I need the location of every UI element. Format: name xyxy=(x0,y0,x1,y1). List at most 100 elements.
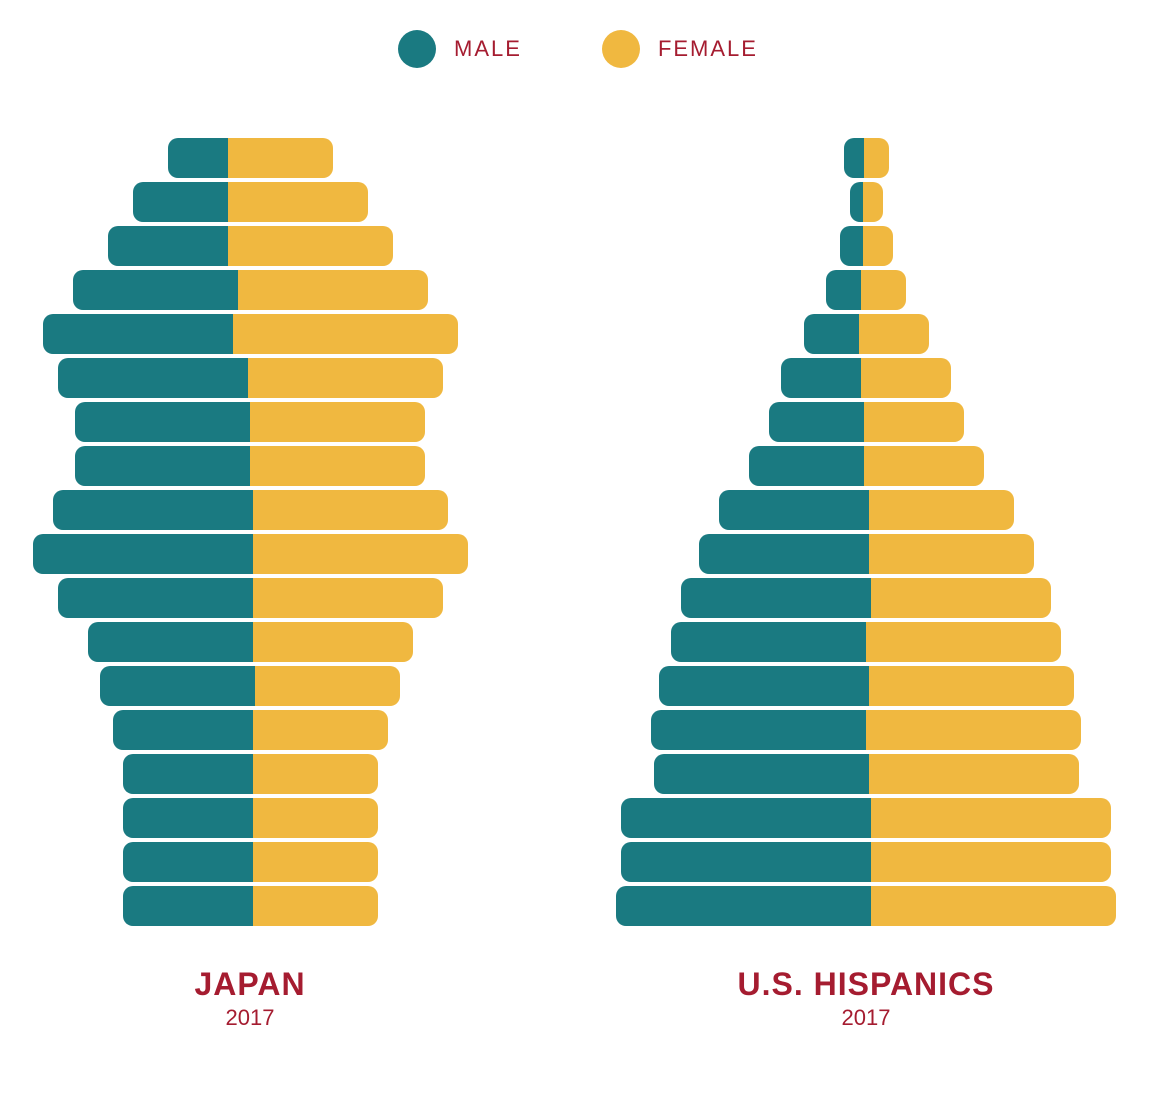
bar-female xyxy=(238,270,428,310)
pyramid-row xyxy=(606,490,1126,530)
bar-male xyxy=(651,710,866,750)
bar-female xyxy=(864,402,964,442)
bar-male xyxy=(749,446,864,486)
chart-title-sub: 2017 xyxy=(738,1005,995,1031)
legend: MALE FEMALE xyxy=(0,0,1156,108)
bar-male xyxy=(75,402,250,442)
chart-title-sub: 2017 xyxy=(194,1005,305,1031)
bar-female xyxy=(859,314,929,354)
bar-male xyxy=(58,358,248,398)
chart-title-1: U.S. HISPANICS2017 xyxy=(738,966,995,1031)
pyramid-row xyxy=(606,138,1126,178)
pyramid-row xyxy=(606,842,1126,882)
bar-female xyxy=(869,534,1034,574)
bar-male xyxy=(699,534,869,574)
bar-male xyxy=(73,270,238,310)
pyramid-row xyxy=(30,798,470,838)
pyramid-row xyxy=(30,842,470,882)
chart-title-main: U.S. HISPANICS xyxy=(738,966,995,1003)
bar-male xyxy=(168,138,228,178)
pyramid-row xyxy=(30,182,470,222)
bar-male xyxy=(123,754,253,794)
bar-male xyxy=(113,710,253,750)
bar-female xyxy=(864,446,984,486)
bar-male xyxy=(108,226,228,266)
bar-female xyxy=(253,534,468,574)
bar-female xyxy=(248,358,443,398)
pyramid-row xyxy=(30,666,470,706)
pyramid-row xyxy=(30,710,470,750)
bar-female xyxy=(253,842,378,882)
pyramid-row xyxy=(606,226,1126,266)
pyramid-bars-1 xyxy=(606,138,1126,926)
bar-male xyxy=(844,138,864,178)
pyramid-row xyxy=(606,886,1126,926)
charts-container: JAPAN2017U.S. HISPANICS2017 xyxy=(0,138,1156,1031)
bar-female xyxy=(861,358,951,398)
bar-male xyxy=(781,358,861,398)
chart-title-0: JAPAN2017 xyxy=(194,966,305,1031)
bar-male xyxy=(100,666,255,706)
bar-female xyxy=(228,182,368,222)
pyramid-row xyxy=(606,666,1126,706)
pyramid-row xyxy=(30,402,470,442)
bar-male xyxy=(123,798,253,838)
bar-male xyxy=(850,182,863,222)
bar-female xyxy=(228,226,393,266)
bar-female xyxy=(864,138,889,178)
bar-female xyxy=(871,798,1111,838)
pyramid-row xyxy=(30,490,470,530)
legend-label-female: FEMALE xyxy=(658,36,758,62)
bar-male xyxy=(43,314,233,354)
bar-male xyxy=(621,842,871,882)
bar-male xyxy=(671,622,866,662)
bar-male xyxy=(123,842,253,882)
pyramid-row xyxy=(606,754,1126,794)
bar-female xyxy=(250,446,425,486)
bar-male xyxy=(133,182,228,222)
pyramid-row xyxy=(30,578,470,618)
pyramid-row xyxy=(30,138,470,178)
bar-female xyxy=(869,490,1014,530)
bar-male xyxy=(769,402,864,442)
pyramid-row xyxy=(30,622,470,662)
bar-female xyxy=(255,666,400,706)
bar-female xyxy=(863,182,883,222)
bar-female xyxy=(869,754,1079,794)
bar-female xyxy=(871,886,1116,926)
bar-male xyxy=(654,754,869,794)
pyramid-row xyxy=(606,534,1126,574)
bar-male xyxy=(58,578,253,618)
bar-female xyxy=(253,490,448,530)
pyramid-row xyxy=(606,622,1126,662)
legend-dot-female xyxy=(602,30,640,68)
bar-male xyxy=(719,490,869,530)
pyramid-row xyxy=(606,446,1126,486)
chart-title-main: JAPAN xyxy=(194,966,305,1003)
pyramid-row xyxy=(30,226,470,266)
bar-female xyxy=(866,710,1081,750)
pyramid-row xyxy=(30,886,470,926)
bar-female xyxy=(871,578,1051,618)
legend-item-male: MALE xyxy=(398,30,522,68)
bar-male xyxy=(804,314,859,354)
pyramid-0: JAPAN2017 xyxy=(30,138,470,1031)
bar-female xyxy=(253,578,443,618)
bar-male xyxy=(123,886,253,926)
pyramid-bars-0 xyxy=(30,138,470,926)
bar-female xyxy=(253,710,388,750)
pyramid-row xyxy=(30,446,470,486)
pyramid-row xyxy=(606,270,1126,310)
bar-female xyxy=(253,886,378,926)
bar-male xyxy=(681,578,871,618)
bar-female xyxy=(871,842,1111,882)
bar-female xyxy=(233,314,458,354)
bar-male xyxy=(53,490,253,530)
pyramid-row xyxy=(30,534,470,574)
pyramid-row xyxy=(30,358,470,398)
bar-female xyxy=(869,666,1074,706)
pyramid-row xyxy=(30,754,470,794)
legend-dot-male xyxy=(398,30,436,68)
pyramid-row xyxy=(606,578,1126,618)
bar-female xyxy=(253,798,378,838)
